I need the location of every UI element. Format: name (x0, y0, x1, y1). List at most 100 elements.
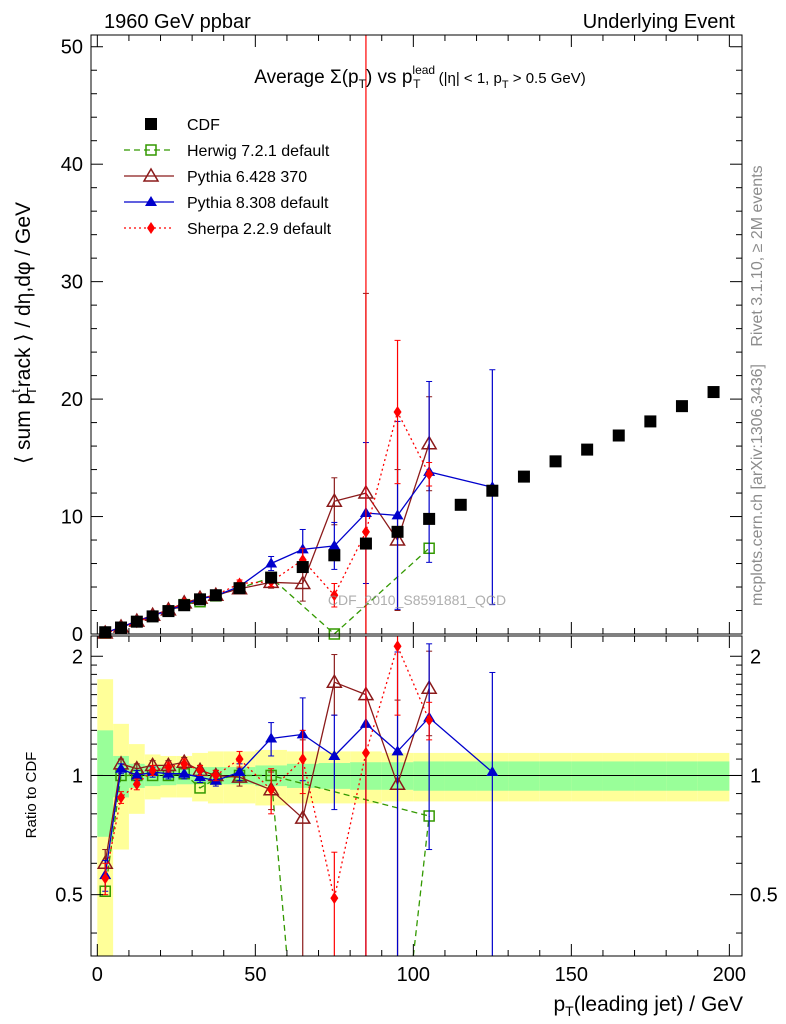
series-break-line (412, 815, 430, 957)
data-point (326, 492, 343, 508)
x-tick-label: 0 (92, 964, 103, 986)
y-tick-label: 40 (61, 154, 83, 176)
x-tick-label: 50 (244, 964, 266, 986)
legend: CDF Herwig 7.2.1 default Pythia 6.428 370 P… (124, 117, 332, 238)
data-point (549, 455, 562, 468)
x-tick-label: 150 (555, 964, 588, 986)
ratio-y-tick-label: 2 (72, 646, 83, 668)
ratio-y-tick-label-right: 2 (750, 646, 761, 668)
data-point (454, 498, 467, 511)
ratio-band-inner (444, 761, 477, 791)
legend-marker (145, 118, 157, 130)
main-panel-frame (90, 34, 743, 635)
legend-item: Pythia 6.428 370 (124, 167, 307, 186)
data-point (194, 593, 207, 606)
data-point (146, 610, 159, 623)
legend-marker (142, 167, 160, 182)
data-point (233, 766, 246, 777)
data-point (328, 549, 341, 562)
ratio-band-inner (697, 761, 730, 791)
x-tick-label: 100 (397, 964, 430, 986)
ratio-y-axis-label: Ratio to CDF (23, 752, 40, 839)
data-point (294, 809, 312, 824)
main-title: Average Σ(pT) vs plead T (|η| < 1, pT > 0… (254, 63, 585, 91)
legend-item: Sherpa 2.2.9 default (124, 221, 332, 238)
data-point (231, 768, 248, 783)
legend-item: CDF (145, 117, 220, 134)
legend-label: Herwig 7.2.1 default (187, 143, 330, 160)
series-line (104, 716, 493, 876)
ratio-band-inner (666, 761, 698, 791)
watermark: CDF_2010_S8591881_QCD (328, 592, 506, 608)
xlabel-sub: T (565, 1003, 574, 1019)
title-sub-t2: T (413, 77, 421, 91)
legend-label: Pythia 8.308 default (187, 195, 329, 212)
data-point (330, 892, 339, 905)
data-point (115, 621, 128, 634)
data-point (391, 525, 404, 538)
series-break-line (270, 775, 288, 957)
legend-item: Herwig 7.2.1 default (124, 143, 330, 160)
data-point (267, 783, 276, 796)
data-point (359, 537, 372, 550)
data-point (393, 640, 402, 653)
ratio-band-inner (602, 761, 635, 791)
data-point (328, 539, 341, 550)
x-axis-label: pT(leading jet) / GeV (553, 993, 743, 1019)
data-point (101, 872, 110, 885)
y-tick-label: 20 (61, 389, 83, 411)
title-cuts-b: > 0.5 GeV) (509, 70, 586, 87)
data-point (130, 769, 143, 780)
ylabel-b: rack ⟩ / dη,dφ / GeV (12, 202, 35, 387)
title-cuts-a: (|η| < 1, p (434, 70, 501, 87)
data-point (486, 766, 499, 777)
data-point (675, 400, 688, 413)
data-point (265, 557, 278, 568)
data-point (211, 769, 220, 782)
ratio-panel-frame (90, 635, 743, 957)
header-left: 1960 GeV ppbar (104, 11, 251, 33)
data-point (298, 753, 307, 766)
legend-marker (145, 144, 157, 156)
data-point (328, 749, 341, 760)
data-point (265, 571, 278, 584)
data-point (612, 429, 625, 442)
legend-marker (145, 196, 157, 206)
header-right: Underlying Event (583, 11, 736, 33)
legend-label: Sherpa 2.2.9 default (187, 221, 332, 238)
data-point (194, 782, 206, 794)
legend-marker (147, 222, 155, 234)
ratio-y-tick-label: 0.5 (55, 885, 83, 907)
data-point (707, 386, 720, 399)
data-point (117, 791, 126, 804)
data-point (180, 757, 189, 770)
data-point (178, 767, 191, 778)
main-panel: 0 10 20 30 40 50 (61, 34, 743, 646)
main-y-axis-label: ⟨ sum ptTrack ⟩ / dη,dφ / GeV (8, 202, 39, 464)
title-prefix: Average (254, 67, 330, 88)
series-line (104, 471, 493, 634)
rivet-label: Rivet 3.1.10, ≥ 2M events (749, 165, 766, 346)
legend-label: CDF (187, 117, 220, 134)
ratio-band-inner (539, 761, 572, 791)
data-point (148, 764, 157, 777)
ratio-band-inner (97, 730, 114, 837)
x-tick-label: 200 (713, 964, 746, 986)
title-sup-lead: lead (412, 63, 435, 77)
xlabel-a: p (553, 993, 565, 1016)
y-tick-label: 30 (61, 272, 83, 294)
data-point (361, 746, 370, 759)
legend-item: Pythia 8.308 default (124, 195, 329, 212)
ratio-band-inner (571, 761, 603, 791)
ylabel-sub: T (24, 387, 39, 395)
data-point (644, 415, 657, 428)
title-sub-t: T (359, 77, 367, 91)
data-point (326, 673, 343, 688)
data-point (115, 762, 128, 773)
data-point (330, 589, 339, 602)
ratio-band-inner (508, 761, 540, 791)
y-tick-label: 0 (72, 624, 83, 646)
title-sub-t3: T (502, 79, 509, 91)
data-point (265, 732, 278, 743)
main-series-pythia-6-428-370 (96, 292, 438, 639)
